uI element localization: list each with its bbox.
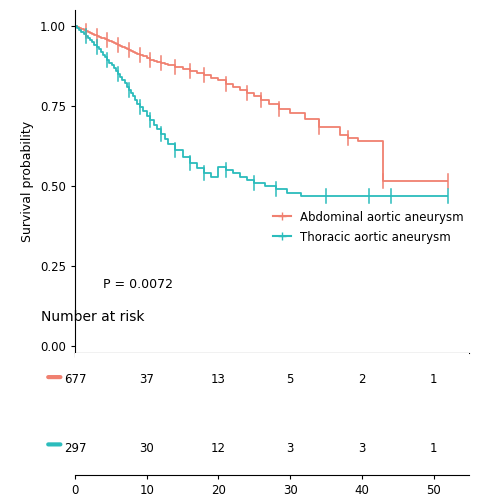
Text: 1: 1	[430, 373, 438, 386]
Text: P = 0.0072: P = 0.0072	[103, 278, 173, 290]
Text: 37: 37	[139, 373, 154, 386]
Legend: Abdominal aortic aneurysm, Thoracic aortic aneurysm: Abdominal aortic aneurysm, Thoracic aort…	[273, 211, 464, 244]
Text: 677: 677	[64, 373, 86, 386]
Text: 3: 3	[287, 442, 294, 454]
Text: Number at risk: Number at risk	[42, 310, 145, 324]
Y-axis label: Survival probability: Survival probability	[21, 121, 34, 242]
Text: 30: 30	[139, 442, 154, 454]
Text: 297: 297	[64, 442, 86, 454]
Text: 3: 3	[358, 442, 365, 454]
Text: 5: 5	[287, 373, 294, 386]
Text: 1: 1	[430, 442, 438, 454]
Text: 12: 12	[211, 442, 226, 454]
Text: 13: 13	[211, 373, 226, 386]
Text: 2: 2	[358, 373, 365, 386]
